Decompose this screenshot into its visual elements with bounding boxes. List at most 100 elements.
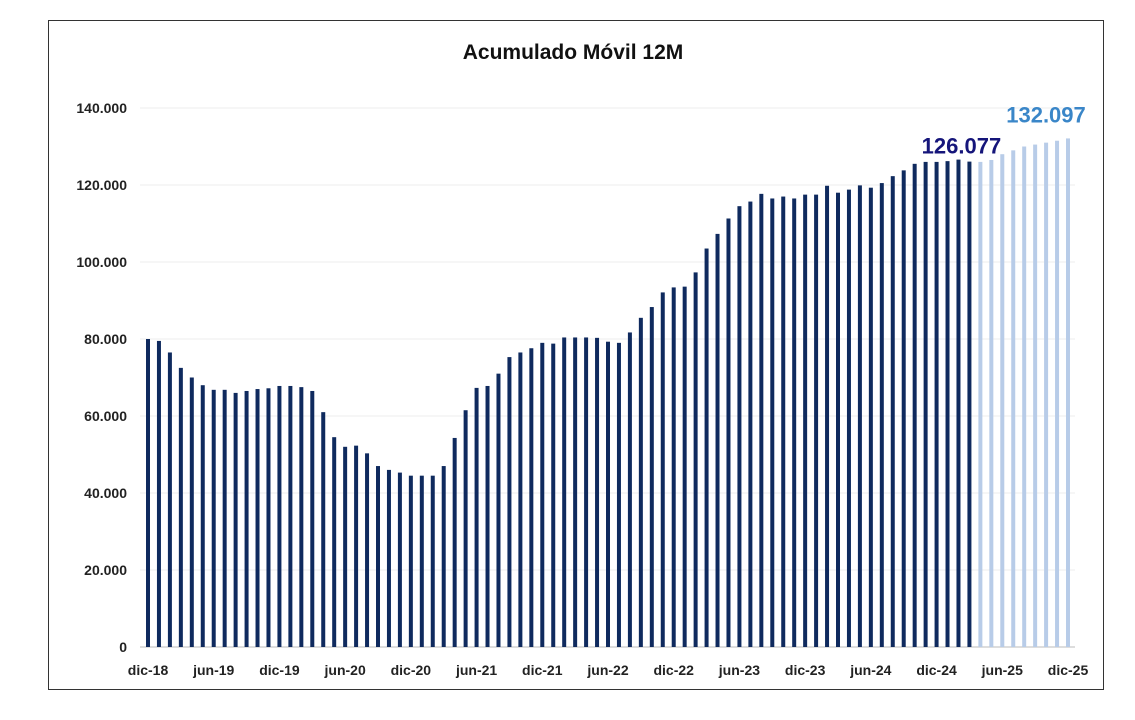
bar-actual bbox=[452, 437, 457, 647]
bar-actual bbox=[649, 307, 654, 647]
x-tick-label: dic-19 bbox=[259, 662, 300, 678]
bar-actual bbox=[912, 163, 917, 647]
bar-projected bbox=[1022, 146, 1027, 647]
bar-actual bbox=[967, 161, 972, 647]
x-tick-label: jun-23 bbox=[718, 662, 760, 678]
x-tick-label: dic-23 bbox=[785, 662, 826, 678]
y-tick-label: 20.000 bbox=[84, 562, 127, 578]
bar-actual bbox=[496, 373, 501, 647]
bar-actual bbox=[222, 389, 227, 647]
bar-actual bbox=[890, 176, 895, 647]
bar-projected bbox=[1000, 154, 1005, 647]
bar-actual bbox=[956, 159, 961, 647]
y-tick-label: 0 bbox=[119, 639, 127, 655]
bar-actual bbox=[562, 337, 567, 647]
chart-title: Acumulado Móvil 12M bbox=[463, 41, 684, 64]
x-tick-label: dic-24 bbox=[916, 662, 957, 678]
bar-actual bbox=[715, 233, 720, 647]
bar-actual bbox=[211, 389, 216, 647]
bar-actual bbox=[343, 446, 348, 647]
bar-actual bbox=[266, 388, 271, 647]
bar-actual bbox=[540, 342, 545, 647]
bar-actual bbox=[737, 206, 742, 648]
bar-actual bbox=[584, 337, 589, 647]
bar-projected bbox=[1044, 142, 1049, 647]
bar-actual bbox=[408, 475, 413, 647]
bar-actual bbox=[551, 343, 556, 647]
bar-actual bbox=[671, 287, 676, 647]
y-tick-label: 60.000 bbox=[84, 408, 127, 424]
bar-actual bbox=[627, 332, 632, 647]
bar-actual bbox=[803, 194, 808, 647]
bar-actual bbox=[485, 385, 490, 647]
y-tick-label: 40.000 bbox=[84, 485, 127, 501]
bar-actual bbox=[332, 437, 337, 647]
actual-last-value-label: 126.077 bbox=[922, 134, 1002, 159]
bar-actual bbox=[868, 187, 873, 647]
bar-actual bbox=[879, 183, 884, 647]
bar-actual bbox=[825, 185, 830, 647]
bar-actual bbox=[901, 170, 906, 647]
bar-actual bbox=[934, 161, 939, 647]
bar-projected bbox=[1066, 138, 1070, 647]
bar-actual bbox=[463, 410, 468, 647]
bar-actual bbox=[518, 352, 523, 647]
x-tick-label: dic-18 bbox=[128, 662, 169, 678]
bar-projected bbox=[989, 159, 994, 647]
bar-actual bbox=[770, 198, 775, 647]
x-tick-label: dic-20 bbox=[391, 662, 432, 678]
bar-actual bbox=[146, 339, 150, 647]
bar-actual bbox=[277, 385, 282, 647]
bar-actual bbox=[945, 161, 950, 647]
bar-actual bbox=[244, 390, 249, 647]
bar-actual bbox=[397, 472, 402, 647]
bar-actual bbox=[781, 196, 786, 648]
bar-actual bbox=[606, 341, 610, 647]
bar-actual bbox=[321, 412, 326, 647]
bar-actual bbox=[386, 469, 391, 647]
bar-projected bbox=[1033, 144, 1038, 647]
bar-actual bbox=[507, 357, 512, 647]
bar-actual bbox=[200, 385, 205, 647]
bar-actual bbox=[365, 453, 370, 647]
bar-actual bbox=[529, 348, 534, 647]
bar-actual bbox=[233, 392, 238, 647]
bar-actual bbox=[923, 161, 928, 647]
bar-actual bbox=[616, 342, 621, 647]
bar-actual bbox=[441, 466, 446, 647]
bar-actual bbox=[419, 475, 424, 647]
bar-actual bbox=[376, 466, 380, 647]
x-tick-label: dic-22 bbox=[653, 662, 694, 678]
y-tick-label: 100.000 bbox=[76, 254, 127, 270]
projected-last-value-label: 132.097 bbox=[1006, 102, 1086, 127]
x-tick-label: jun-21 bbox=[455, 662, 497, 678]
x-tick-label: jun-25 bbox=[981, 662, 1023, 678]
bar-actual bbox=[255, 389, 260, 647]
y-tick-label: 120.000 bbox=[76, 177, 127, 193]
bar-actual bbox=[759, 193, 764, 648]
bar-actual bbox=[638, 317, 643, 647]
x-tick-label: dic-21 bbox=[522, 662, 563, 678]
x-tick-label: jun-19 bbox=[192, 662, 234, 678]
x-tick-label: jun-22 bbox=[586, 662, 628, 678]
chart-frame bbox=[48, 20, 1104, 690]
bar-actual bbox=[573, 337, 578, 647]
bar-actual bbox=[857, 185, 862, 647]
bar-actual bbox=[310, 390, 315, 647]
bar-actual bbox=[156, 340, 161, 647]
bar-actual bbox=[595, 337, 600, 647]
bar-actual bbox=[189, 377, 194, 647]
bar-actual bbox=[682, 286, 687, 647]
bar-actual bbox=[299, 387, 304, 647]
bar-actual bbox=[846, 189, 851, 647]
bar-actual bbox=[814, 194, 819, 647]
bar-actual bbox=[660, 292, 665, 647]
bar-actual bbox=[430, 475, 435, 647]
bar-projected bbox=[978, 161, 983, 647]
bar-actual bbox=[178, 367, 183, 647]
x-tick-label: jun-24 bbox=[849, 662, 891, 678]
bar-actual bbox=[704, 248, 709, 647]
bar-actual bbox=[167, 352, 172, 647]
y-tick-label: 80.000 bbox=[84, 331, 127, 347]
